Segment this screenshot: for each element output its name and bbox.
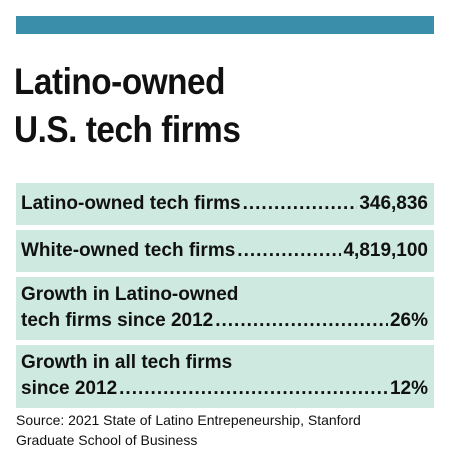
stat-line: tech firms since 2012 26% xyxy=(21,308,428,334)
stat-label-line-1: Growth in Latino-owned xyxy=(21,284,239,305)
stat-label: Latino-owned tech firms xyxy=(21,193,241,214)
stat-line: White-owned tech firms 4,819,100 xyxy=(21,238,428,264)
dot-leader xyxy=(119,376,388,402)
stat-value: 4,819,100 xyxy=(343,240,428,261)
stat-value: 12% xyxy=(389,378,428,399)
stats-table: Latino-owned tech firms 346,836 White-ow… xyxy=(16,183,434,413)
stat-row-white-owned: White-owned tech firms 4,819,100 xyxy=(16,230,434,272)
dot-leader xyxy=(237,238,341,264)
stat-label-line-2: tech firms since 2012 xyxy=(21,310,214,331)
stat-row-latino-owned: Latino-owned tech firms 346,836 xyxy=(16,183,434,225)
stat-line: Growth in all tech firms xyxy=(21,350,428,376)
stat-row-all-growth: Growth in all tech firms since 2012 12% xyxy=(16,345,434,408)
stat-line: Latino-owned tech firms 346,836 xyxy=(21,191,428,217)
source-line-2: Graduate School of Business xyxy=(16,432,198,448)
stat-value: 26% xyxy=(389,310,428,331)
dot-leader xyxy=(243,191,358,217)
stat-label: White-owned tech firms xyxy=(21,240,236,261)
stat-row-latino-growth: Growth in Latino-owned tech firms since … xyxy=(16,277,434,340)
dot-leader xyxy=(215,308,388,334)
accent-bar xyxy=(16,16,434,34)
source-line-1: Source: 2021 State of Latino Entrepeneur… xyxy=(16,412,361,428)
title-line-2: U.S. tech firms xyxy=(14,109,241,150)
stat-label-line-2: since 2012 xyxy=(21,378,118,399)
stat-line: Growth in Latino-owned xyxy=(21,282,428,308)
stat-value: 346,836 xyxy=(359,193,428,214)
page-title: Latino-owned U.S. tech firms xyxy=(14,58,392,154)
stat-label-line-1: Growth in all tech firms xyxy=(21,352,233,373)
title-line-1: Latino-owned xyxy=(14,61,226,102)
source-note: Source: 2021 State of Latino Entrepeneur… xyxy=(16,410,436,450)
stat-line: since 2012 12% xyxy=(21,376,428,402)
